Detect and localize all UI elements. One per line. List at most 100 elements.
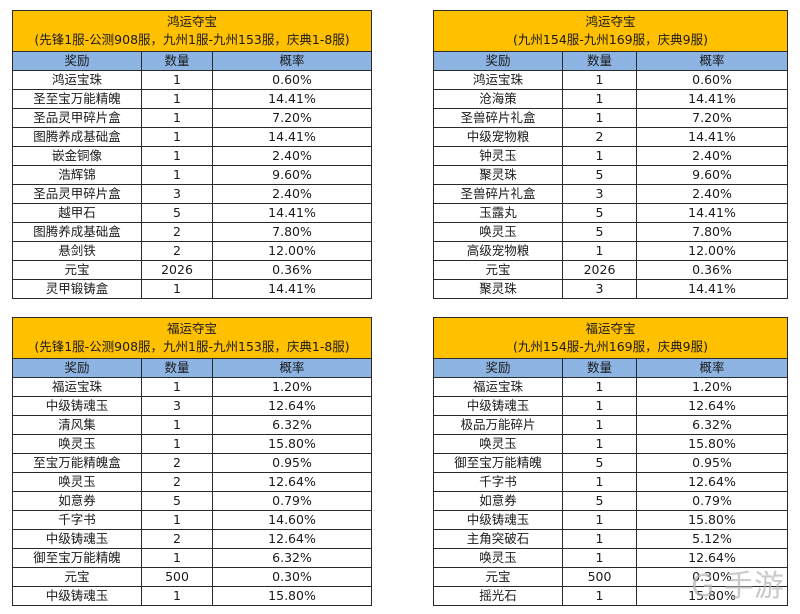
col-header-probability: 概率 xyxy=(636,51,788,71)
cell-probability: 12.00% xyxy=(211,241,373,261)
table-title: 福运夺宝 (先锋1服-公测908服，九州1服-九州153服，庆典1-8服) xyxy=(11,317,373,359)
cell-quantity: 1 xyxy=(562,70,637,90)
cell-probability: 15.80% xyxy=(636,586,788,606)
cell-quantity: 2026 xyxy=(562,260,637,280)
table-row: 圣品灵甲碎片盒 3 2.40% xyxy=(12,184,373,204)
col-header-reward: 奖励 xyxy=(12,358,142,378)
cell-probability: 6.32% xyxy=(211,548,373,568)
table-row: 御至宝万能精魄 5 0.95% xyxy=(433,453,788,473)
cell-quantity: 1 xyxy=(562,472,637,492)
col-header-reward: 奖励 xyxy=(433,358,563,378)
hongyun-table-late-servers: 鸿运夺宝 (九州154服-九州169服，庆典9服) 奖励 数量 概率 鸿运宝珠 1… xyxy=(433,10,788,299)
cell-probability: 9.60% xyxy=(636,165,788,185)
table-title-text: 福运夺宝 xyxy=(585,321,636,336)
table-row: 中级铸魂玉 1 15.80% xyxy=(12,586,373,606)
col-header-reward: 奖励 xyxy=(433,51,563,71)
table-subtitle: (先锋1服-公测908服，九州1服-九州153服，庆典1-8服) xyxy=(34,339,350,354)
table-title-text: 鸿运夺宝 xyxy=(585,14,636,29)
cell-probability: 2.40% xyxy=(636,184,788,204)
table-row: 圣兽碎片礼盒 1 7.20% xyxy=(433,108,788,128)
table-title-text: 福运夺宝 xyxy=(167,321,218,336)
cell-quantity: 1 xyxy=(562,415,637,435)
cell-probability: 6.32% xyxy=(636,415,788,435)
cell-probability: 14.41% xyxy=(636,279,788,299)
cell-quantity: 1 xyxy=(141,165,213,185)
cell-reward: 如意券 xyxy=(433,491,563,511)
table-row: 高级宠物粮 1 12.00% xyxy=(433,241,788,261)
table-row: 鸿运宝珠 1 0.60% xyxy=(12,70,373,90)
cell-reward: 鸿运宝珠 xyxy=(12,70,142,90)
table-title: 鸿运夺宝 (先锋1服-公测908服，九州1服-九州153服，庆典1-8服) xyxy=(11,10,373,52)
cell-probability: 9.60% xyxy=(211,165,373,185)
cell-quantity: 1 xyxy=(141,108,213,128)
cell-reward: 悬剑铁 xyxy=(12,241,142,261)
col-header-reward: 奖励 xyxy=(12,51,142,71)
cell-probability: 14.41% xyxy=(211,89,373,109)
table-row: 唤灵玉 5 7.80% xyxy=(433,222,788,242)
cell-probability: 14.41% xyxy=(636,203,788,223)
cell-probability: 14.41% xyxy=(636,89,788,109)
cell-reward: 灵甲锻铸盒 xyxy=(12,279,142,299)
cell-quantity: 1 xyxy=(141,70,213,90)
cell-quantity: 1 xyxy=(141,415,213,435)
cell-probability: 0.60% xyxy=(211,70,373,90)
table-row: 如意券 5 0.79% xyxy=(12,491,373,511)
cell-reward: 如意券 xyxy=(12,491,142,511)
cell-reward: 元宝 xyxy=(12,567,142,587)
cell-probability: 14.41% xyxy=(211,279,373,299)
table-row: 浩辉锦 1 9.60% xyxy=(12,165,373,185)
cell-reward: 千字书 xyxy=(433,472,563,492)
col-header-quantity: 数量 xyxy=(562,358,637,378)
table-row: 极品万能碎片 1 6.32% xyxy=(433,415,788,435)
table-subtitle: (九州154服-九州169服，庆典9服) xyxy=(513,339,708,354)
table-row: 主角突破石 1 5.12% xyxy=(433,529,788,549)
cell-quantity: 5 xyxy=(562,453,637,473)
cell-quantity: 1 xyxy=(141,548,213,568)
cell-probability: 6.32% xyxy=(211,415,373,435)
cell-quantity: 3 xyxy=(562,279,637,299)
col-header-probability: 概率 xyxy=(211,358,373,378)
cell-quantity: 2 xyxy=(141,222,213,242)
hongyun-table-early-servers: 鸿运夺宝 (先锋1服-公测908服，九州1服-九州153服，庆典1-8服) 奖励… xyxy=(11,10,373,299)
col-header-quantity: 数量 xyxy=(562,51,637,71)
cell-probability: 12.00% xyxy=(636,241,788,261)
cell-reward: 圣兽碎片礼盒 xyxy=(433,108,563,128)
cell-quantity: 2 xyxy=(141,529,213,549)
cell-probability: 0.79% xyxy=(211,491,373,511)
table-row: 沧海策 1 14.41% xyxy=(433,89,788,109)
cell-quantity: 1 xyxy=(562,108,637,128)
cell-quantity: 1 xyxy=(141,377,213,397)
table-row: 圣至宝万能精魄 1 14.41% xyxy=(12,89,373,109)
cell-probability: 0.95% xyxy=(636,453,788,473)
cell-reward: 中级铸魂玉 xyxy=(433,396,563,416)
table-row: 元宝 2026 0.36% xyxy=(433,260,788,280)
cell-probability: 0.95% xyxy=(211,453,373,473)
table-row: 元宝 2026 0.36% xyxy=(12,260,373,280)
watermark-logo: G 手游 xyxy=(691,569,784,604)
cell-probability: 14.60% xyxy=(211,510,373,530)
table-subtitle: (九州154服-九州169服，庆典9服) xyxy=(513,32,708,47)
cell-quantity: 3 xyxy=(141,184,213,204)
table-row: 唤灵玉 1 12.64% xyxy=(433,548,788,568)
cell-reward: 御至宝万能精魄 xyxy=(433,453,563,473)
cell-quantity: 1 xyxy=(141,434,213,454)
cell-reward: 摇光石 xyxy=(433,586,563,606)
cell-probability: 0.60% xyxy=(636,70,788,90)
fuyun-table-late-servers: 福运夺宝 (九州154服-九州169服，庆典9服) 奖励 数量 概率 福运宝珠 1… xyxy=(433,317,788,606)
cell-quantity: 1 xyxy=(141,279,213,299)
cell-probability: 15.80% xyxy=(211,434,373,454)
cell-probability: 1.20% xyxy=(211,377,373,397)
cell-probability: 0.79% xyxy=(636,491,788,511)
table-row: 圣品灵甲碎片盒 1 7.20% xyxy=(12,108,373,128)
col-header-probability: 概率 xyxy=(211,51,373,71)
fuyun-table-early-servers: 福运夺宝 (先锋1服-公测908服，九州1服-九州153服，庆典1-8服) 奖励… xyxy=(11,317,373,606)
cell-reward: 唤灵玉 xyxy=(433,434,563,454)
table-row: 越甲石 5 14.41% xyxy=(12,203,373,223)
cell-quantity: 500 xyxy=(141,567,213,587)
table-row: 千字书 1 14.60% xyxy=(12,510,373,530)
cell-reward: 图腾养成基础盒 xyxy=(12,222,142,242)
table-row: 嵌金铜像 1 2.40% xyxy=(12,146,373,166)
table-row: 清风集 1 6.32% xyxy=(12,415,373,435)
table-row: 悬剑铁 2 12.00% xyxy=(12,241,373,261)
cell-probability: 15.80% xyxy=(211,586,373,606)
